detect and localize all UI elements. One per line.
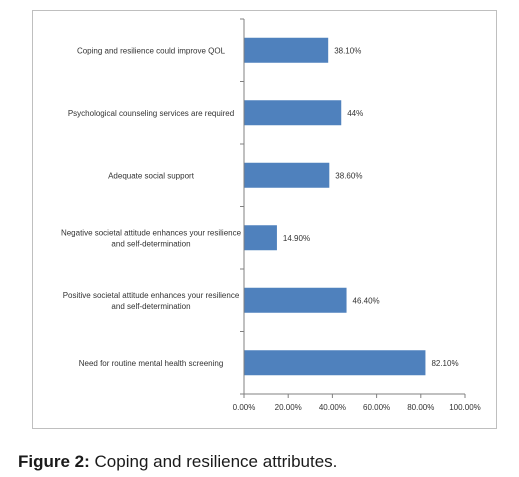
x-tick-label: 20.00% bbox=[275, 403, 302, 412]
caption-text: Coping and resilience attributes. bbox=[89, 452, 338, 471]
category-label-line: and self-determination bbox=[111, 302, 190, 311]
data-label: 38.10% bbox=[334, 46, 361, 55]
category-label: Coping and resilience could improve QOL bbox=[77, 46, 226, 55]
figure-caption: Figure 2: Coping and resilience attribut… bbox=[18, 452, 337, 472]
bar bbox=[244, 287, 347, 313]
data-label: 14.90% bbox=[283, 234, 310, 243]
data-label: 38.60% bbox=[335, 171, 362, 180]
category-label-line: Coping and resilience could improve QOL bbox=[77, 46, 226, 55]
data-label: 82.10% bbox=[431, 359, 458, 368]
category-label: Need for routine mental health screening bbox=[79, 359, 224, 368]
x-tick-label: 60.00% bbox=[363, 403, 390, 412]
category-label-line: Negative societal attitude enhances your… bbox=[61, 228, 242, 237]
bar-chart: 0.00% 20.00% 40.00% 60.00% 80.00% 100.00% 38.1… bbox=[61, 18, 481, 412]
bar bbox=[244, 162, 330, 188]
x-tick-label: 40.00% bbox=[319, 403, 346, 412]
category-label: Positive societal attitude enhances your… bbox=[63, 291, 240, 311]
x-tick-label: 80.00% bbox=[407, 403, 434, 412]
bar bbox=[244, 350, 426, 376]
data-label: 44% bbox=[347, 109, 363, 118]
data-label: 46.40% bbox=[353, 296, 380, 305]
caption-label: Figure 2: bbox=[18, 452, 90, 471]
category-label-line: Positive societal attitude enhances your… bbox=[63, 291, 240, 300]
bar bbox=[244, 100, 342, 126]
category-label: Negative societal attitude enhances your… bbox=[61, 228, 242, 248]
x-tick-label: 0.00% bbox=[233, 403, 256, 412]
category-label: Psychological counseling services are re… bbox=[68, 109, 234, 118]
category-label-line: Adequate social support bbox=[108, 171, 195, 180]
x-tick-label: 100.00% bbox=[449, 403, 481, 412]
chart-area: 0.00% 20.00% 40.00% 60.00% 80.00% 100.00% 38.1… bbox=[32, 10, 497, 429]
bar bbox=[244, 225, 277, 251]
bar bbox=[244, 37, 329, 63]
category-label-line: Psychological counseling services are re… bbox=[68, 109, 234, 118]
category-label: Adequate social support bbox=[108, 171, 195, 180]
category-label-line: Need for routine mental health screening bbox=[79, 359, 224, 368]
category-label-line: and self-determination bbox=[111, 239, 190, 248]
